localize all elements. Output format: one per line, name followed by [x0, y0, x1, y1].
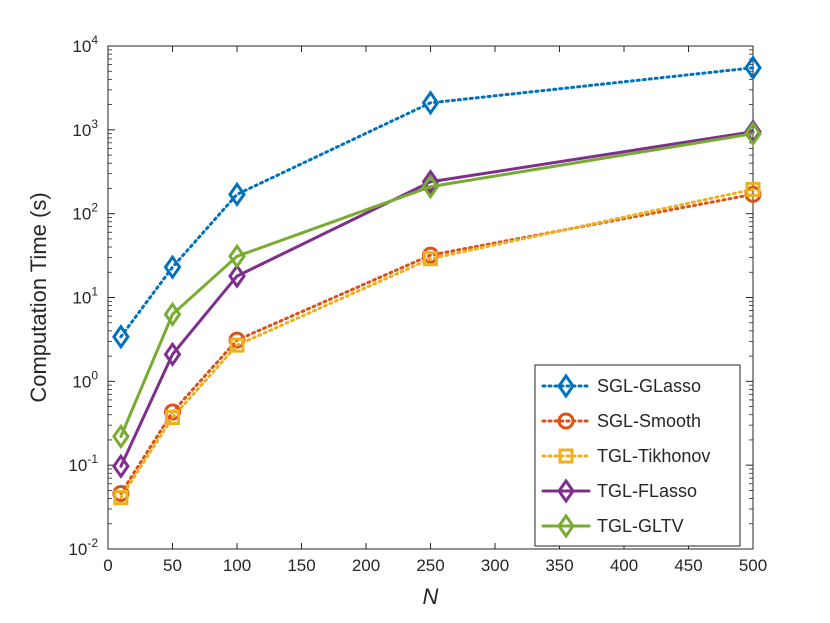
data-point [112, 423, 130, 450]
y-tick-label: 101 [72, 285, 98, 308]
y-tick-label: 104 [72, 33, 98, 56]
x-tick-label: 500 [739, 556, 767, 575]
x-tick-label: 200 [352, 556, 380, 575]
legend-label: TGL-Tikhonov [597, 446, 710, 466]
y-tick-label: 10-2 [68, 536, 98, 559]
data-point [165, 410, 180, 426]
data-point [421, 169, 440, 195]
legend-entry: TGL-FLasso [541, 478, 697, 504]
y-tick-label: 10-1 [68, 452, 98, 475]
legend-label: SGL-Smooth [597, 411, 701, 431]
data-point [163, 341, 182, 367]
series-tgl-tikhonov [113, 181, 761, 506]
x-tick-label: 50 [163, 556, 182, 575]
series-sgl-glasso [112, 55, 762, 350]
series-line [119, 130, 755, 468]
series-line [119, 66, 755, 339]
data-point [423, 251, 438, 267]
x-tick-label: 350 [545, 556, 573, 575]
data-point [229, 337, 245, 353]
data-point [163, 301, 182, 327]
legend-entry: SGL-GLasso [541, 373, 701, 399]
x-tick-label: 400 [610, 556, 638, 575]
series-layer [112, 55, 762, 506]
y-tick-label: 103 [72, 117, 98, 140]
legend-label: SGL-GLasso [597, 376, 701, 396]
legend-label: TGL-GLTV [597, 516, 684, 536]
data-point [112, 453, 130, 479]
legend-label: TGL-FLasso [597, 481, 697, 501]
legend-marker [557, 513, 575, 539]
x-tick-label: 250 [416, 556, 444, 575]
series-tgl-gltv [112, 121, 762, 450]
data-point [421, 174, 440, 200]
x-tick-label: 300 [481, 556, 509, 575]
legend-marker [557, 373, 575, 399]
legend-marker [557, 478, 575, 504]
data-point [113, 490, 129, 506]
data-point [744, 121, 762, 147]
legend-entry: TGL-GLTV [541, 513, 684, 539]
x-tick-label: 0 [103, 556, 112, 575]
ticks-layer: 0 50 100 150 200 250 300 350 400 450 500 10-2 10-1 10… [68, 33, 767, 575]
series-line [119, 187, 755, 500]
y-axis-label: Computation Time (s) [26, 192, 51, 402]
data-point [163, 254, 182, 280]
y-tick-label: 102 [72, 201, 98, 224]
data-point [745, 181, 761, 197]
x-axis-label: N [423, 584, 439, 609]
series-line [119, 132, 755, 438]
data-point [744, 55, 762, 81]
legend: SGL-GLasso SGL-Smooth TGL-Tikhonov TGL-FLas… [534, 364, 741, 547]
legend-marker [557, 412, 575, 430]
data-point [228, 243, 246, 269]
y-tick-label: 100 [72, 368, 98, 391]
legend-entry: TGL-Tikhonov [541, 446, 710, 466]
x-tick-label: 450 [674, 556, 702, 575]
legend-marker [558, 448, 574, 464]
x-tick-label: 150 [287, 556, 315, 575]
legend-entry: SGL-Smooth [541, 411, 701, 431]
data-point [421, 90, 440, 116]
x-tick-label: 100 [223, 556, 251, 575]
data-point [228, 263, 246, 289]
data-point [112, 324, 130, 350]
data-point [228, 181, 246, 207]
